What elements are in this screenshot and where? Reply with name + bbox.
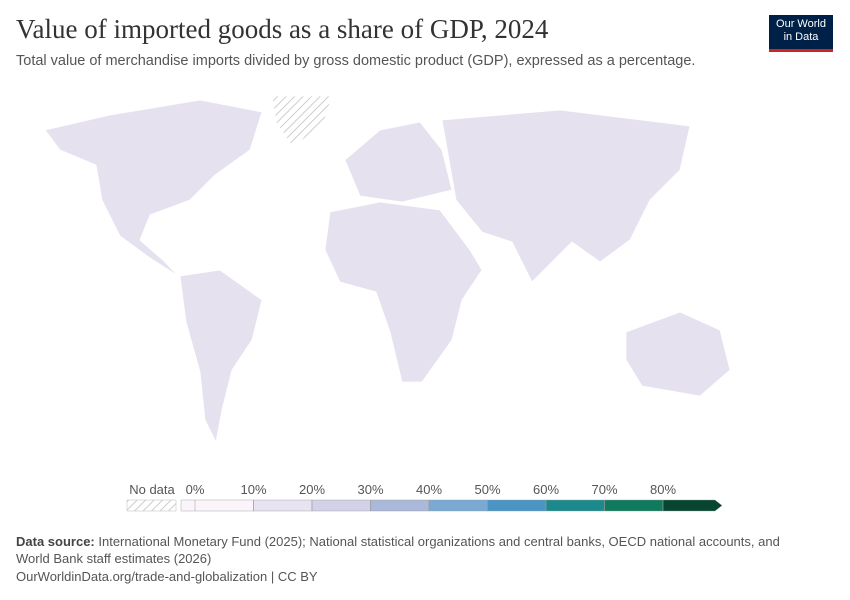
no-data-label: No data	[129, 482, 175, 497]
title: Value of imported goods as a share of GD…	[16, 14, 549, 44]
legend-bin	[545, 499, 605, 512]
legend: No data 0% 10% 20% 30% 40% 50% 60% 70% 80%	[126, 482, 723, 512]
logo-line: Our World	[776, 18, 826, 30]
legend-bin	[662, 499, 723, 512]
source-text: International Monetary Fund (2025); Nati…	[16, 534, 780, 566]
north-america	[44, 99, 263, 277]
logo[interactable]: Our World in Data	[769, 15, 833, 52]
legend-bin	[180, 499, 254, 512]
url[interactable]: OurWorldinData.org/trade-and-globalizati…	[16, 569, 318, 584]
legend-bin	[428, 499, 488, 512]
legend-tick-label: 70%	[591, 482, 617, 497]
greenland	[271, 95, 333, 147]
australia	[625, 311, 731, 397]
logo-line: in Data	[783, 31, 819, 43]
legend-bin	[604, 499, 664, 512]
legend-tick-label: 0%	[186, 482, 205, 497]
land	[44, 95, 731, 444]
legend-bin	[487, 499, 547, 512]
subtitle: Total value of merchandise imports divid…	[16, 53, 696, 69]
legend-tick-label: 60%	[533, 482, 559, 497]
legend-tick-label: 40%	[416, 482, 442, 497]
no-data-swatch	[126, 499, 177, 512]
legend-bin	[311, 499, 371, 512]
legend-tick-label: 30%	[357, 482, 383, 497]
legend-tick-label: 50%	[474, 482, 500, 497]
legend-tick-label: 10%	[240, 482, 266, 497]
source: Data source: International Monetary Fund…	[16, 533, 816, 567]
legend-tick-label: 80%	[650, 482, 676, 497]
africa	[324, 201, 483, 383]
asia	[441, 109, 691, 283]
europe	[344, 121, 453, 203]
south-america	[179, 269, 263, 444]
legend-bin	[253, 499, 313, 512]
legend-tick-label: 20%	[299, 482, 325, 497]
legend-bin	[370, 499, 430, 512]
source-label: Data source:	[16, 534, 95, 549]
